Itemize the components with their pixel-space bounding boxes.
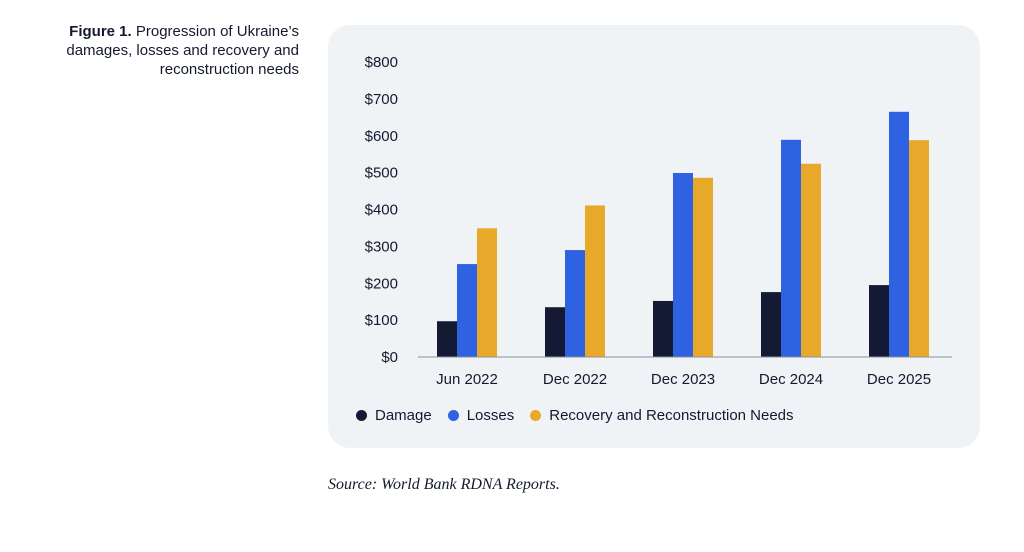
bar-recovery-2 — [693, 177, 713, 357]
x-tick-label: Dec 2023 — [651, 371, 715, 388]
x-tick-label: Dec 2022 — [543, 371, 607, 388]
legend-swatch-needs — [530, 410, 542, 421]
legend-label-needs: Recovery and Reconstruction Needs — [549, 407, 794, 424]
legend-item-needs: Recovery and Reconstruction Needs — [530, 407, 794, 424]
bar-losses-4 — [889, 111, 909, 357]
bar-recovery-3 — [801, 163, 821, 357]
legend-swatch-losses — [447, 410, 459, 421]
x-tick-label: Jun 2022 — [436, 371, 498, 388]
y-tick-label: $0 — [381, 349, 398, 366]
chart-panel: $0 $100 $200 $300 $400 $500 $600 $700 $800 Jun 20… — [328, 25, 980, 448]
bar-losses-0 — [457, 264, 477, 357]
bar-damage-4 — [869, 285, 889, 357]
y-tick-label: $800 — [365, 54, 398, 71]
y-tick-label: $300 — [365, 238, 398, 255]
legend-item-damage: Damage — [356, 407, 432, 424]
bar-chart: $0 $100 $200 $300 $400 $500 $600 $700 $800 Jun 20… — [365, 54, 952, 388]
chart-legend: Damage Losses Recovery and Reconstructio… — [356, 407, 810, 424]
legend-label-damage: Damage — [375, 407, 432, 424]
y-tick-label: $600 — [365, 128, 398, 145]
bar-damage-0 — [437, 321, 457, 357]
x-tick-label: Dec 2025 — [867, 371, 931, 388]
figure-caption: Figure 1. Progression of Ukraine’s damag… — [0, 22, 299, 79]
y-tick-label: $100 — [365, 312, 398, 329]
figure-caption-text: Progression of Ukraine’s damages, losses… — [66, 23, 299, 78]
legend-swatch-damage — [356, 410, 367, 421]
bar-losses-1 — [565, 250, 585, 357]
bar-recovery-1 — [585, 205, 605, 357]
bar-losses-3 — [781, 139, 801, 357]
bar-recovery-4 — [909, 140, 929, 357]
bar-damage-1 — [545, 307, 565, 357]
bar-damage-3 — [761, 292, 781, 357]
y-tick-label: $400 — [365, 202, 398, 219]
legend-label-losses: Losses — [466, 407, 515, 424]
bar-recovery-0 — [477, 228, 497, 357]
figure-label: Figure 1. — [69, 23, 132, 40]
y-tick-label: $500 — [365, 165, 398, 182]
legend-item-losses: Losses — [447, 407, 515, 424]
x-tick-label: Dec 2024 — [759, 371, 823, 388]
source-note: Source: World Bank RDNA Reports. — [328, 476, 560, 493]
bar-damage-2 — [653, 300, 673, 357]
y-tick-label: $700 — [365, 91, 398, 108]
y-tick-label: $200 — [365, 275, 398, 292]
bar-losses-2 — [673, 172, 693, 357]
